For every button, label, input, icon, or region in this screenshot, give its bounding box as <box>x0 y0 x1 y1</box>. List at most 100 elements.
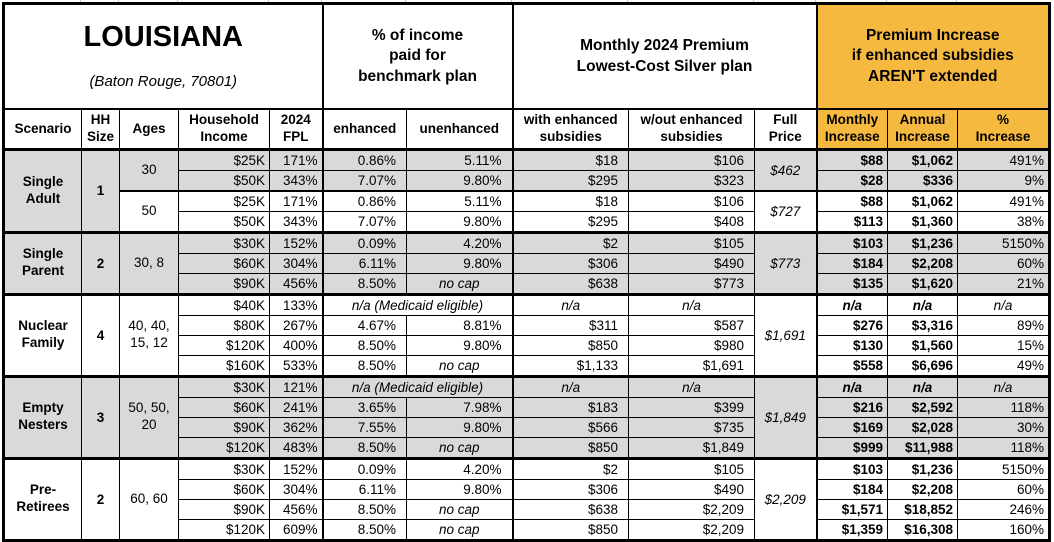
wout-subsidies-cell: n/a <box>628 292 755 316</box>
pct-increase-cell: 5150% <box>957 230 1050 254</box>
table-title-cell: LOUISIANA (Baton Rouge, 70801) <box>3 3 323 110</box>
annual-increase-cell: $2,208 <box>887 252 958 274</box>
income-cell: $60K <box>178 396 270 418</box>
pct-increase-cell: 15% <box>957 334 1050 356</box>
income-cell: $120K <box>178 518 270 541</box>
scenario-cell: Nuclear Family <box>3 292 82 377</box>
col-header-full-price: Full Price <box>754 108 817 151</box>
col-header-hh-size: HH Size <box>81 108 120 151</box>
unenhanced-cell: 7.98% <box>406 396 513 418</box>
with-subsidies-cell: n/a <box>511 374 629 398</box>
unenhanced-cell: 4.20% <box>406 230 513 254</box>
unenhanced-cell: no cap <box>406 498 513 520</box>
monthly-increase-cell: $558 <box>815 354 888 377</box>
fpl-cell: 171% <box>269 189 323 212</box>
enhanced-cell: 0.86% <box>321 189 407 212</box>
full-price-cell: $2,209 <box>754 456 817 541</box>
monthly-increase-cell: $999 <box>815 436 888 459</box>
annual-increase-cell: $6,696 <box>887 354 958 377</box>
table-row: $60K 304% 6.11% 9.80% $306 $490 $184 $2,… <box>4 478 1050 500</box>
monthly-increase-cell: $184 <box>815 252 888 274</box>
col-header-unenhanced: unenhanced <box>406 108 513 151</box>
hh-size-cell: 2 <box>81 230 120 295</box>
annual-increase-cell: $16,308 <box>887 518 958 541</box>
scenario-cell: Empty Nesters <box>3 374 82 459</box>
pct-increase-cell: 21% <box>957 272 1050 295</box>
income-cell: $60K <box>178 478 270 500</box>
with-subsidies-cell: n/a <box>511 292 629 316</box>
fpl-cell: 304% <box>269 478 323 500</box>
table-row: $50K 343% 7.07% 9.80% $295 $323 $28 $336… <box>4 169 1050 192</box>
monthly-increase-cell: $130 <box>815 334 888 356</box>
fpl-cell: 400% <box>269 334 323 356</box>
enhanced-cell: 0.09% <box>321 230 407 254</box>
fpl-cell: 171% <box>269 148 323 171</box>
wout-subsidies-cell: $490 <box>628 478 755 500</box>
enhanced-cell: 8.50% <box>321 498 407 520</box>
enhanced-cell: 7.07% <box>321 169 407 192</box>
section-header-increase: Premium Increase if enhanced subsidies A… <box>815 3 1050 110</box>
annual-increase-cell: $1,560 <box>887 334 958 356</box>
scenario-cell: Single Adult <box>3 148 82 233</box>
annual-increase-cell: $2,592 <box>887 396 958 418</box>
hh-size-cell: 2 <box>81 456 120 541</box>
monthly-increase-cell: $1,571 <box>815 498 888 520</box>
pct-increase-cell: n/a <box>957 374 1050 398</box>
unenhanced-cell: 9.80% <box>406 416 513 438</box>
unenhanced-cell: 4.20% <box>406 456 513 480</box>
wout-subsidies-cell: $490 <box>628 252 755 274</box>
table-row: Pre- Retirees 2 60, 60 $30K 152% 0.09% 4… <box>3 456 1050 541</box>
income-cell: $25K <box>178 189 270 212</box>
col-header-annual-increase: Annual Increase <box>887 108 958 151</box>
table-row: $160K 533% 8.50% no cap $1,133 $1,691 $5… <box>4 354 1050 377</box>
fpl-cell: 609% <box>269 518 323 541</box>
with-subsidies-cell: $18 <box>511 148 629 171</box>
unenhanced-cell: 9.80% <box>406 252 513 274</box>
with-subsidies-cell: $638 <box>511 272 629 295</box>
with-subsidies-cell: $850 <box>511 518 629 541</box>
with-subsidies-cell: $306 <box>511 478 629 500</box>
unenhanced-cell: no cap <box>406 354 513 377</box>
annual-increase-cell: $2,028 <box>887 416 958 438</box>
monthly-increase-cell: $184 <box>815 478 888 500</box>
fpl-cell: 121% <box>269 374 323 398</box>
annual-increase-cell: n/a <box>887 292 958 316</box>
ages-cell: 60, 60 <box>119 456 179 541</box>
pct-increase-cell: 118% <box>957 436 1050 459</box>
with-subsidies-cell: $2 <box>511 230 629 254</box>
enhanced-cell: 0.09% <box>321 456 407 480</box>
ages-cell: 30, 8 <box>119 230 179 295</box>
pct-increase-cell: 60% <box>957 252 1050 274</box>
annual-increase-cell: $1,062 <box>887 189 958 212</box>
with-subsidies-cell: $295 <box>511 210 629 233</box>
with-subsidies-cell: $566 <box>511 416 629 438</box>
scenario-cell: Single Parent <box>3 230 82 295</box>
monthly-increase-cell: $103 <box>815 230 888 254</box>
monthly-increase-cell: $88 <box>815 148 888 171</box>
monthly-increase-cell: n/a <box>815 374 888 398</box>
full-price-cell: $462 <box>754 148 817 192</box>
table-row: 50 $25K 171% 0.86% 5.11% $18 $106 $727 $… <box>4 189 1050 233</box>
pct-increase-cell: 9% <box>957 169 1050 192</box>
wout-subsidies-cell: $105 <box>628 230 755 254</box>
wout-subsidies-cell: $587 <box>628 314 755 336</box>
income-cell: $120K <box>178 334 270 356</box>
pct-increase-cell: 30% <box>957 416 1050 438</box>
col-header-enhanced: enhanced <box>321 108 407 151</box>
with-subsidies-cell: $306 <box>511 252 629 274</box>
fpl-cell: 241% <box>269 396 323 418</box>
monthly-increase-cell: $276 <box>815 314 888 336</box>
col-header-fpl: 2024 FPL <box>269 108 323 151</box>
wout-subsidies-cell: $1,849 <box>628 436 755 459</box>
annual-increase-cell: $1,236 <box>887 230 958 254</box>
fpl-cell: 343% <box>269 169 323 192</box>
enhanced-cell: 8.50% <box>321 436 407 459</box>
col-header-ages: Ages <box>119 108 179 151</box>
medicaid-cell: n/a (Medicaid eligible) <box>321 292 513 316</box>
wout-subsidies-cell: $399 <box>628 396 755 418</box>
monthly-increase-cell: $1,359 <box>815 518 888 541</box>
unenhanced-cell: no cap <box>406 518 513 541</box>
enhanced-cell: 8.50% <box>321 354 407 377</box>
